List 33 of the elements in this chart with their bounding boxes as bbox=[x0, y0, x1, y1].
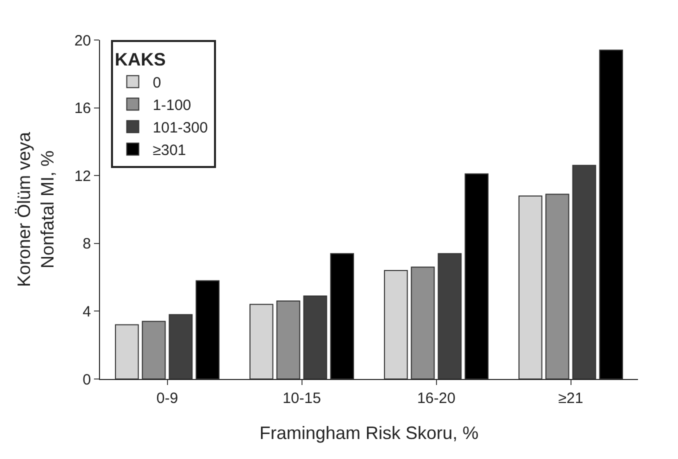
x-axis-title: Framingham Risk Skoru, % bbox=[259, 423, 479, 444]
bar bbox=[464, 173, 489, 379]
y-tick-label: 20 bbox=[74, 32, 91, 50]
legend-label: 0 bbox=[152, 74, 162, 92]
y-tick-label: 8 bbox=[82, 236, 91, 253]
bar bbox=[545, 194, 570, 379]
y-tick-label: 4 bbox=[82, 303, 91, 320]
legend-label: 101-300 bbox=[152, 120, 208, 136]
bar bbox=[303, 295, 328, 379]
bar bbox=[168, 314, 193, 379]
x-tick-label: ≥21 bbox=[558, 390, 584, 407]
legend-label: 1-100 bbox=[152, 97, 192, 114]
bar bbox=[330, 253, 354, 379]
bar bbox=[142, 320, 166, 379]
y-tick-label: 16 bbox=[74, 100, 91, 118]
legend-title: KAKS bbox=[114, 49, 166, 70]
bar bbox=[249, 304, 274, 379]
y-axis-title: Koroner Ölüm veya Nonfatal MI, % bbox=[14, 130, 58, 288]
bar bbox=[196, 280, 220, 379]
y-tick-label: 0 bbox=[82, 371, 91, 388]
bar bbox=[384, 270, 408, 379]
y-tick-label: 12 bbox=[74, 168, 91, 185]
bar bbox=[114, 324, 139, 379]
bar bbox=[410, 266, 435, 379]
bar bbox=[572, 164, 596, 379]
bar bbox=[599, 50, 624, 379]
bar bbox=[276, 300, 300, 379]
bar bbox=[438, 253, 462, 379]
x-tick-label: 10-15 bbox=[282, 390, 321, 407]
x-tick-label: 0-9 bbox=[156, 390, 178, 407]
x-tick-label: 16-20 bbox=[417, 390, 456, 407]
bar bbox=[518, 195, 542, 379]
legend-label: ≥301 bbox=[152, 142, 186, 159]
